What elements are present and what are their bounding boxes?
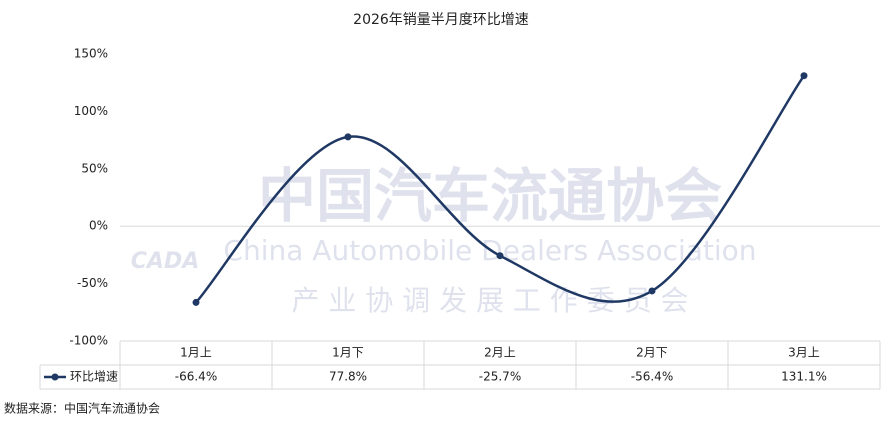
source-note: 数据来源：中国汽车流通协会 [4, 401, 160, 416]
watermark-logo: CADA [131, 249, 199, 274]
table-value: 77.8% [329, 370, 367, 384]
watermark: 中国汽车流通协会 [258, 162, 722, 230]
table-value: -25.7% [479, 370, 521, 384]
table-value: 131.1% [781, 370, 827, 384]
point [800, 72, 808, 80]
y-tick-label: -50% [77, 276, 108, 290]
x-tick-label: 2月下 [636, 346, 668, 360]
x-tick-label: 1月下 [332, 346, 364, 360]
y-tick-label: 50% [81, 161, 108, 175]
point [192, 298, 200, 306]
y-tick-label: 150% [74, 47, 108, 61]
point [648, 287, 656, 295]
legend-label: 环比增速 [70, 370, 118, 384]
table-value: -66.4% [175, 370, 217, 384]
y-tick-label: 0% [89, 219, 108, 233]
chart-title: 2026年销量半月度环比增速 [353, 12, 529, 28]
table-value: -56.4% [631, 370, 673, 384]
point [496, 252, 504, 260]
x-tick-label: 3月上 [788, 346, 820, 360]
legend-marker [51, 373, 59, 381]
y-tick-label: 100% [74, 104, 108, 118]
point [344, 133, 352, 141]
y-tick-label: -100% [69, 334, 108, 348]
x-tick-label: 2月上 [484, 346, 516, 360]
x-tick-label: 1月上 [180, 346, 212, 360]
